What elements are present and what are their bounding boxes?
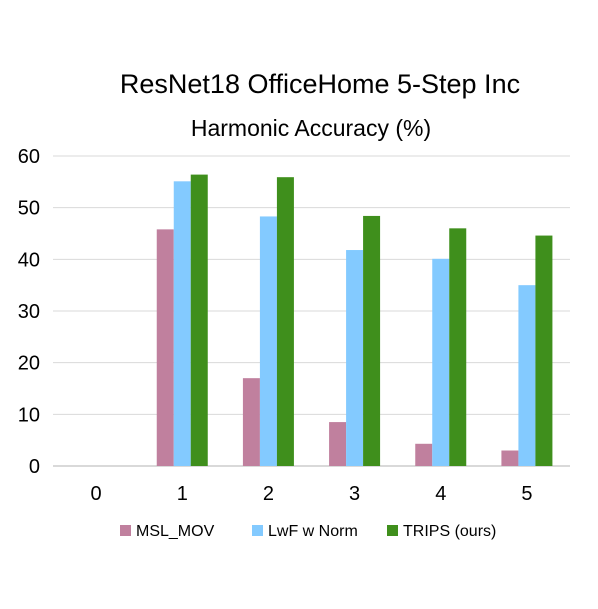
bar-msl-mov-5 (501, 450, 519, 466)
legend: MSL_MOV LwF w Norm TRIPS (ours) (120, 523, 496, 540)
bar-trips-ours--4 (449, 228, 467, 466)
legend-item: TRIPS (ours) (387, 523, 496, 540)
legend-item: MSL_MOV (120, 523, 215, 540)
legend-label: MSL_MOV (136, 523, 215, 540)
bar-lwf-w-norm-2 (259, 216, 277, 466)
bar-trips-ours--2 (276, 177, 294, 466)
legend-swatch (252, 525, 263, 536)
legend-swatch (120, 525, 131, 536)
y-tick-labels: 0 10 20 30 40 50 60 (18, 146, 40, 478)
bar-msl-mov-2 (242, 378, 260, 466)
x-tick-label: 0 (91, 483, 102, 505)
bar-msl-mov-4 (415, 443, 433, 466)
x-tick-label: 2 (263, 483, 274, 505)
bar-msl-mov-1 (156, 229, 174, 466)
bar-lwf-w-norm-5 (518, 285, 536, 466)
bar-trips-ours--5 (535, 235, 553, 466)
legend-label: TRIPS (ours) (403, 523, 496, 540)
bar-trips-ours--1 (190, 174, 208, 466)
bars (156, 174, 553, 467)
x-tick-label: 1 (177, 483, 188, 505)
y-tick-label: 50 (18, 198, 40, 220)
bar-lwf-w-norm-3 (346, 250, 364, 466)
y-tick-label: 0 (29, 456, 40, 478)
y-tick-label: 20 (18, 353, 40, 375)
y-axis-label: Harmonic Accuracy (%) (191, 115, 431, 141)
legend-item: LwF w Norm (252, 523, 358, 540)
bar-msl-mov-3 (329, 422, 347, 466)
x-tick-label: 5 (521, 483, 532, 505)
legend-swatch (387, 525, 398, 536)
x-tick-label: 4 (435, 483, 446, 505)
x-tick-labels: 0 1 2 3 4 5 (91, 483, 533, 505)
y-tick-label: 60 (18, 146, 40, 168)
bar-lwf-w-norm-1 (173, 181, 191, 467)
y-tick-label: 30 (18, 301, 40, 323)
y-tick-label: 10 (18, 404, 40, 426)
chart-title: ResNet18 OfficeHome 5-Step Inc (120, 69, 520, 99)
bar-lwf-w-norm-4 (432, 258, 450, 466)
y-tick-label: 40 (18, 249, 40, 271)
legend-label: LwF w Norm (268, 523, 358, 540)
bar-trips-ours--3 (363, 215, 381, 466)
x-tick-label: 3 (349, 483, 360, 505)
gridlines (53, 155, 570, 467)
